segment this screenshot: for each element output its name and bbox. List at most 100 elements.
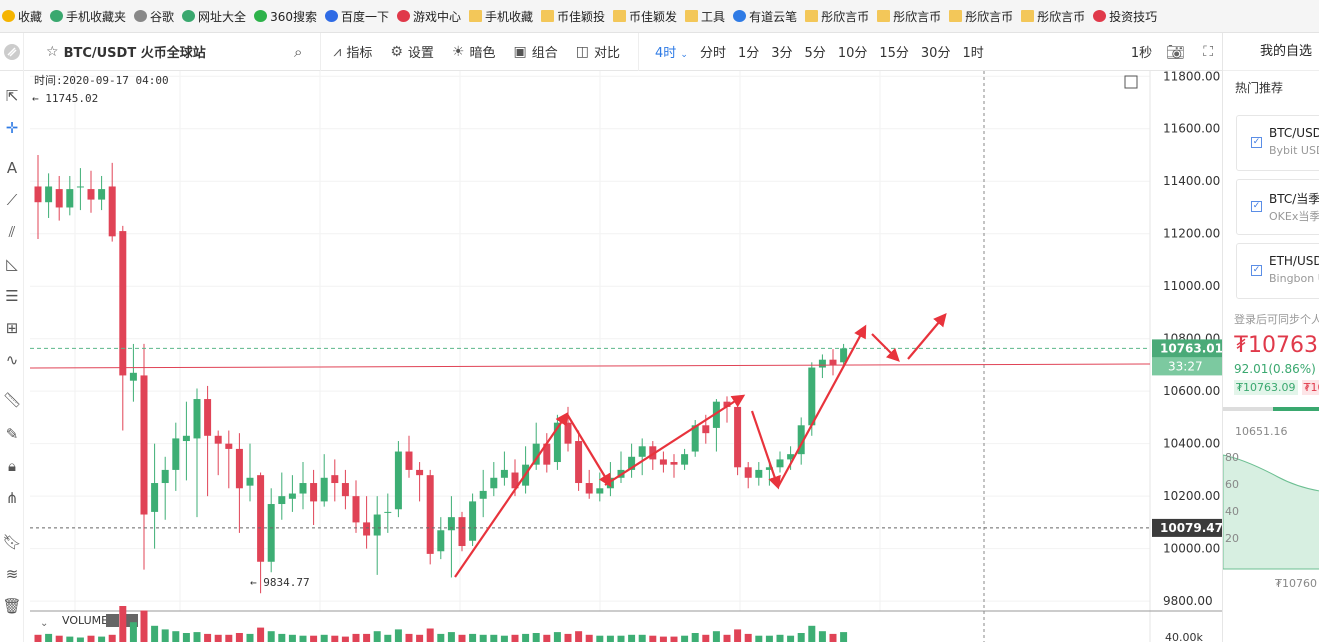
bookmark-item[interactable]: 彤欣言币 [805, 8, 869, 25]
interval-option[interactable]: 30分 [920, 46, 951, 61]
pattern-icon[interactable]: ∿ [5, 351, 19, 369]
interval-option[interactable]: 3分 [771, 46, 793, 61]
volume-bar [310, 635, 318, 642]
exchange-logo[interactable] [0, 32, 24, 71]
interval-option[interactable]: 10分 [837, 46, 868, 61]
candle-body [235, 448, 243, 489]
checkbox-icon[interactable]: ✓ [1251, 137, 1262, 148]
login-note[interactable]: 登录后可同步个人自选 [1234, 313, 1319, 326]
bookmark-item[interactable]: 工具 [685, 8, 725, 25]
chart-area[interactable]: 11800.00 11600.00 11400.00 11200.00 11000.00… [0, 71, 1319, 642]
bookmark-label: 百度一下 [340, 9, 389, 24]
bookmark-item[interactable]: 币佳颖投 [541, 8, 605, 25]
current-price: ₮10763 [1234, 333, 1318, 358]
volume-bar [405, 633, 413, 642]
volume-bar [808, 625, 816, 642]
camera-icon[interactable]: 📷︎ [1166, 42, 1186, 61]
candle-body [734, 406, 742, 468]
crosshair-icon[interactable]: ✛ [5, 119, 19, 137]
volume-bar [787, 635, 795, 642]
checkbox-icon[interactable]: ✓ [1251, 265, 1262, 276]
bookmarks-bar: 收藏 手机收藏夹 谷歌 网址大全 360搜索 百度一下 游戏中心 手机收藏 币佳颖投 币佳颖发 工具… [0, 0, 1319, 33]
interval-option[interactable]: 1分 [737, 46, 760, 61]
volume-bar [299, 635, 307, 642]
volume-bar [204, 633, 212, 642]
bookmark-item[interactable]: 有道云笔 [733, 8, 797, 25]
cursor-icon[interactable]: ⇱ [5, 87, 19, 105]
search-icon[interactable]: ⌕ [294, 42, 303, 61]
layers-icon[interactable]: ≋ [5, 565, 19, 583]
ruler-icon[interactable]: 📏︎ [2, 391, 22, 409]
trend-arrow [604, 394, 746, 486]
y-tick-label: 11000.00 [1163, 279, 1220, 293]
bookmark-icon[interactable]: 🔖︎ [2, 533, 22, 551]
refresh-rate[interactable]: 1秒 [1130, 46, 1153, 61]
card-exchange: OKEx当季 [1269, 210, 1319, 223]
bookmark-item[interactable]: 360搜索 [254, 8, 317, 25]
settings-button[interactable]: ⚙ 设置 [390, 42, 434, 62]
interval-option[interactable]: 1时 [962, 46, 984, 61]
volume-bar [638, 634, 646, 642]
candlestick-chart[interactable]: 11800.00 11600.00 11400.00 11200.00 11000.00… [0, 71, 1222, 642]
volume-bar [320, 634, 328, 642]
bookmark-item[interactable]: 彤欣言币 [877, 8, 941, 25]
fullscreen-icon[interactable]: ⛶ [1203, 43, 1213, 60]
candle-body [140, 375, 148, 515]
brush-icon[interactable]: ✎ [5, 425, 19, 443]
interval-option[interactable]: 5分 [804, 46, 826, 61]
fib-icon[interactable]: ☰ [5, 287, 19, 305]
bookmark-item[interactable]: 投资技巧 [1093, 8, 1157, 25]
volume-bar [108, 634, 116, 642]
trash-icon[interactable]: 🗑︎ [2, 597, 22, 615]
watchlist-card[interactable]: ✓ BTC/USDT Bybit USDT [1236, 115, 1319, 171]
candle-body [129, 372, 137, 381]
candle-body [797, 425, 805, 455]
bookmark-label: 有道云笔 [749, 9, 798, 24]
price-tags: ₮10763.09 ₮10763 [1234, 380, 1319, 395]
text-tool-icon[interactable]: A [6, 159, 18, 177]
interval-active[interactable]: 4时 ⌄ [655, 42, 688, 61]
compare-button[interactable]: ◫ 对比 [576, 42, 620, 62]
bookmark-item[interactable]: 彤欣言币 [949, 8, 1013, 25]
lock-icon[interactable]: 🔒︎ [8, 457, 16, 475]
bookmark-item[interactable]: 百度一下 [324, 8, 389, 25]
interval-option[interactable]: 15分 [879, 46, 909, 61]
compare-label: 对比 [593, 46, 620, 61]
y-tick-label: 10600.00 [1163, 384, 1220, 398]
bookmark-item[interactable]: 手机收藏 [469, 8, 533, 25]
bookmark-item[interactable]: 网址大全 [182, 8, 246, 25]
star-icon[interactable]: ☆ [46, 43, 59, 60]
theme-button[interactable]: ☀ 暗色 [452, 42, 496, 62]
combo-button[interactable]: ▣ 组合 [513, 42, 557, 62]
bookmark-item[interactable]: 谷歌 [134, 8, 174, 25]
volume-axis-label: 40.00k [1165, 631, 1203, 642]
bookmark-item[interactable]: 游戏中心 [396, 8, 461, 25]
folder-icon [541, 10, 555, 22]
volume-bar [702, 634, 710, 642]
watchlist-card[interactable]: ✓ ETH/USDT Bingbon USDT [1236, 243, 1319, 299]
volume-bar [532, 633, 540, 642]
bookmark-item[interactable]: 币佳颖发 [613, 8, 677, 25]
channel-icon[interactable]: ⫽ [8, 223, 16, 241]
bookmark-item[interactable]: 收藏 [2, 8, 42, 25]
bookmark-item[interactable]: 彤欣言币 [1021, 8, 1085, 25]
last-price-tag-bg [1152, 339, 1222, 358]
watchlist-cards: ✓ BTC/USDT Bybit USDT ✓ BTC/当季 OKEx当季 ✓ ETH/USD… [1223, 115, 1319, 299]
folder-icon [949, 10, 963, 22]
watchlist-tab[interactable]: 我的自选 [1223, 33, 1319, 71]
triangle-icon[interactable]: ◺ [6, 255, 18, 273]
indicators-button[interactable]: ⩘ 指标 [333, 42, 372, 62]
symbol-selector[interactable]: ☆ BTC/USDT 火币全球站 [46, 42, 276, 62]
page-icon [134, 10, 148, 22]
depth-area [1223, 454, 1319, 570]
interval-option[interactable]: 分时 [699, 46, 726, 61]
trendline-icon[interactable]: ⟋ [6, 191, 18, 209]
magnet-icon[interactable]: ⋔ [5, 489, 19, 507]
checkbox-icon[interactable]: ✓ [1251, 201, 1262, 212]
indicator-icon: ⩘ [333, 43, 342, 60]
bookmark-item[interactable]: 手机收藏夹 [50, 8, 126, 25]
watchlist-card[interactable]: ✓ BTC/当季 OKEx当季 [1236, 179, 1319, 235]
candle-body [532, 443, 540, 465]
volume-bar [225, 634, 233, 642]
grid-tool-icon[interactable]: ⊞ [5, 319, 19, 337]
